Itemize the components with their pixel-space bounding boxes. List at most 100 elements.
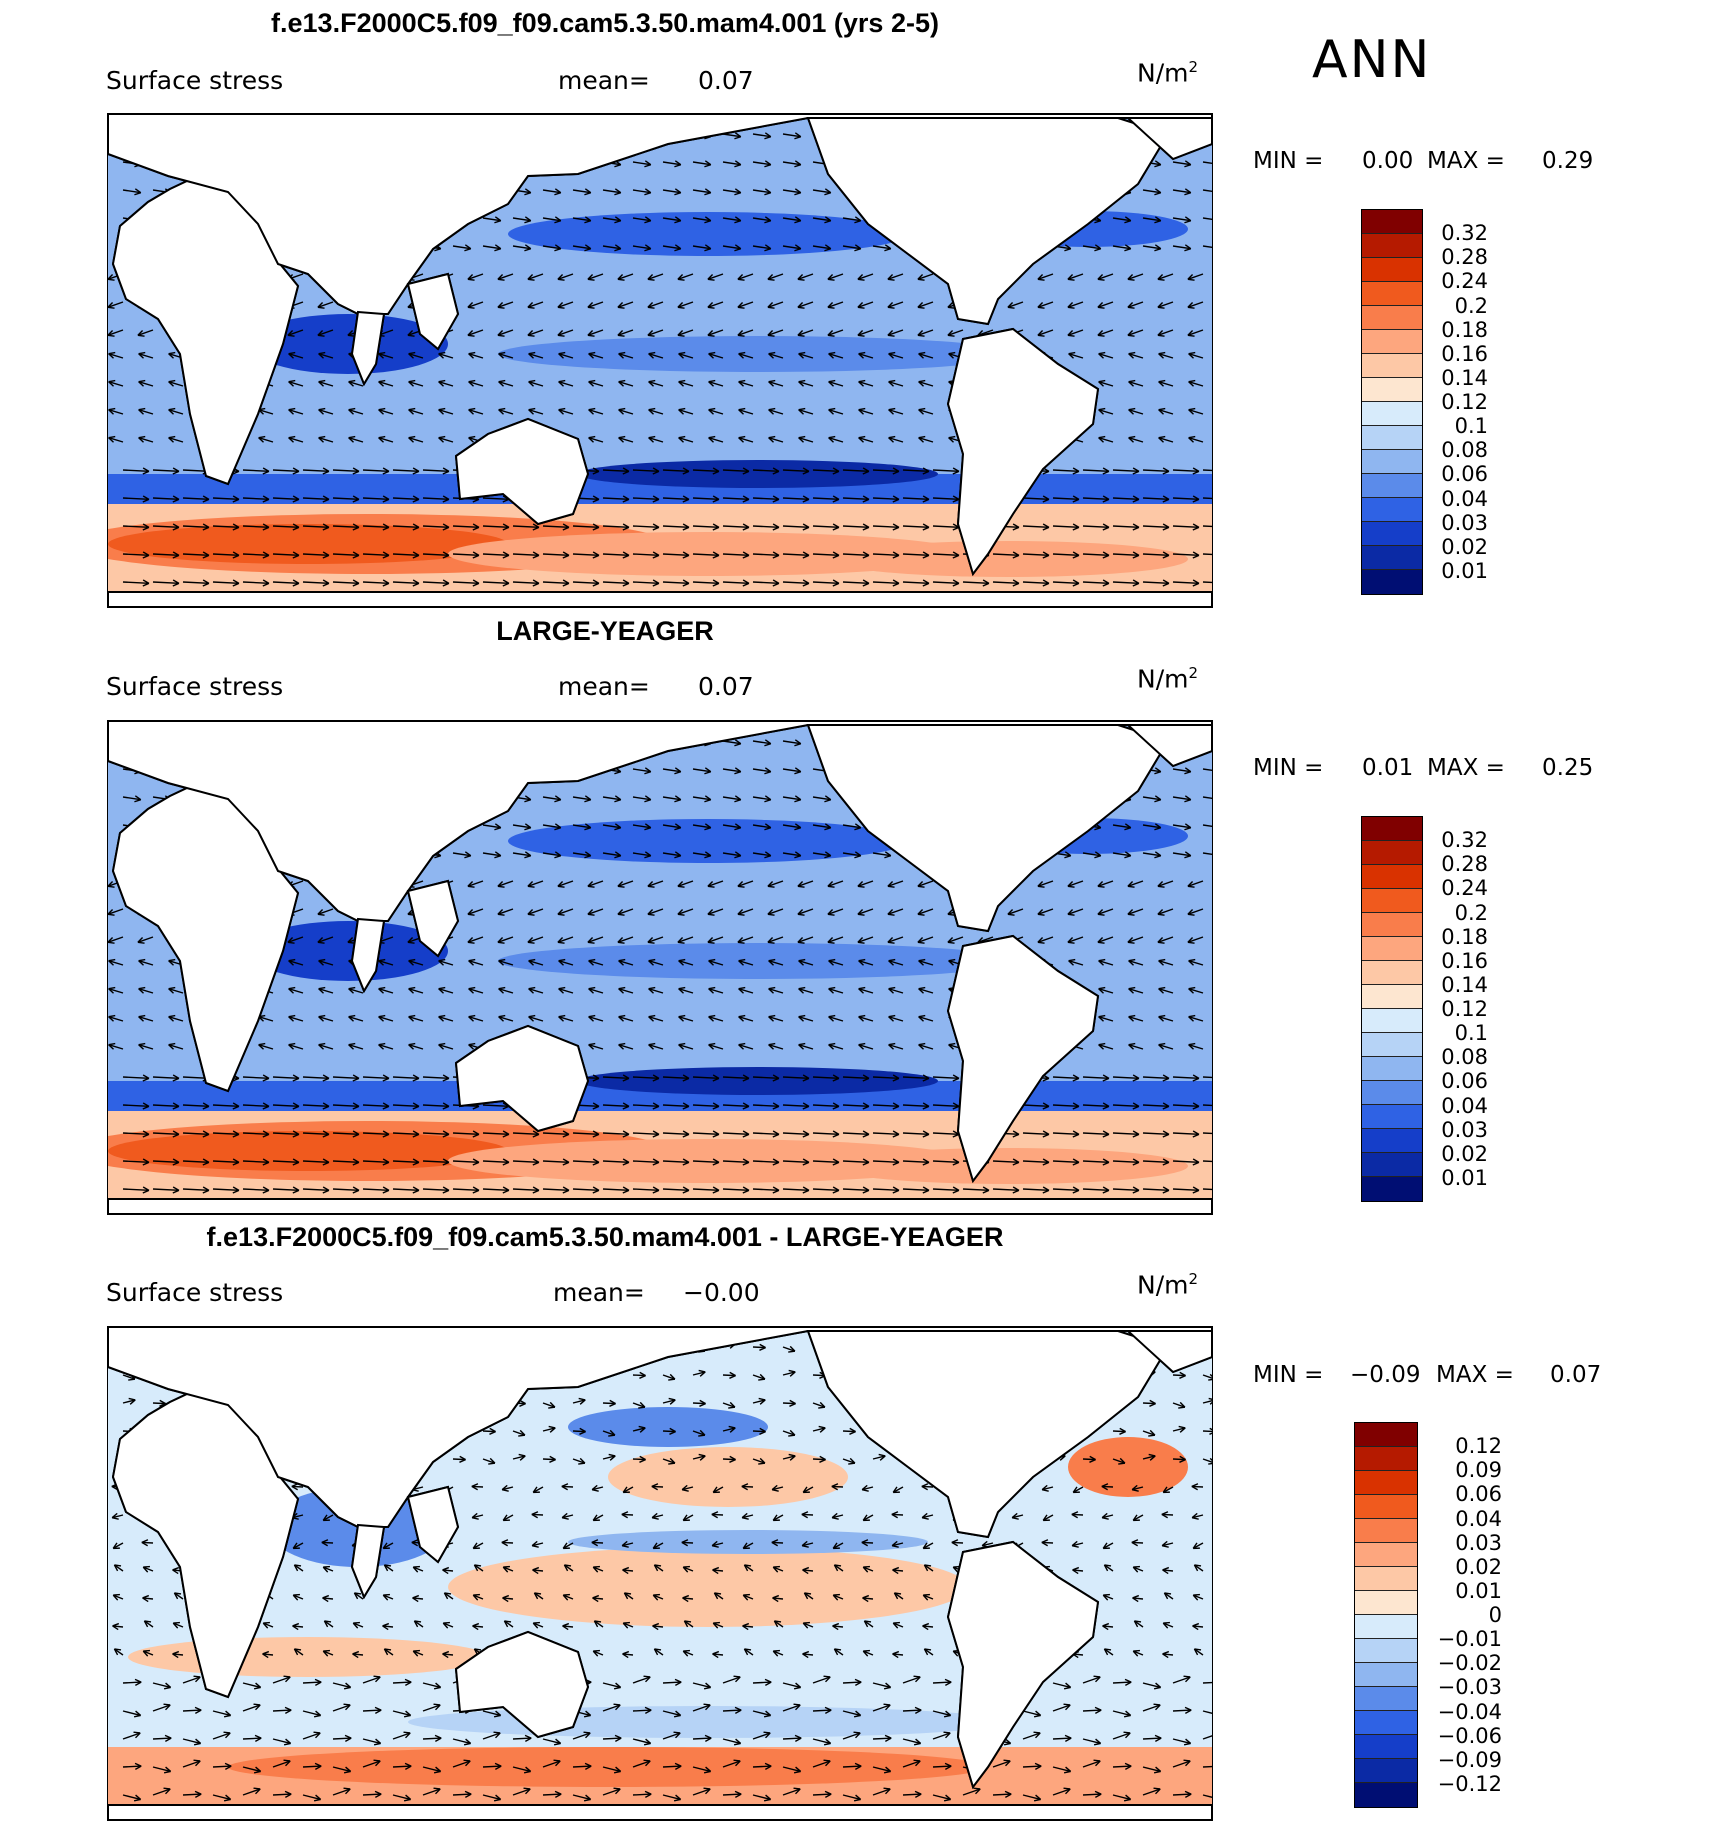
colorbar-tick-label: 0.03 [1455,1533,1502,1554]
colorbar-box [1362,546,1422,570]
panel-1-colorbar [1361,209,1423,595]
colorbar-tick-label: 0.2 [1455,903,1488,924]
colorbar-tick-label: 0.09 [1455,1460,1502,1481]
colorbar-box [1362,354,1422,378]
colorbar-box [1362,522,1422,546]
colorbar-tick-label: 0.01 [1441,1168,1488,1189]
colorbar-box [1362,282,1422,306]
panel-3-units: N/m2 [1137,1270,1198,1299]
colorbar-tick-label: 0.02 [1441,537,1488,558]
panel-1-min-label: MIN = [1253,148,1323,174]
colorbar-box [1362,210,1422,234]
colorbar-tick-label: 0.06 [1441,1071,1488,1092]
colorbar-box [1355,1615,1417,1639]
colorbar-box [1362,1153,1422,1177]
colorbar-tick-label: 0.14 [1441,368,1488,389]
colorbar-box [1355,1447,1417,1471]
panel-3-mean-label: mean= [553,1278,645,1307]
panel-3-title: f.e13.F2000C5.f09_f09.cam5.3.50.mam4.001… [0,1222,1210,1253]
colorbar-tick-label: 0.04 [1455,1509,1502,1530]
colorbar-tick-label: 0.28 [1441,247,1488,268]
colorbar-tick-label: 0.14 [1441,975,1488,996]
colorbar-box [1355,1471,1417,1495]
colorbar-box [1362,426,1422,450]
colorbar-tick-label: 0.12 [1455,1436,1502,1457]
panel-3-min-value: −0.09 [1350,1362,1420,1388]
colorbar-tick-label: 0.12 [1441,999,1488,1020]
colorbar-tick-label: 0.08 [1441,1047,1488,1068]
colorbar-box [1362,817,1422,841]
panel-2-min-value: 0.01 [1362,755,1413,781]
panel-1-variable-label: Surface stress [106,66,283,95]
colorbar-tick-label: 0.18 [1441,927,1488,948]
panel-2-mean-label: mean= [558,672,650,701]
panel-1-min-value: 0.00 [1362,148,1413,174]
colorbar-box [1362,234,1422,258]
colorbar-tick-label: 0.32 [1441,830,1488,851]
colorbar-tick-label: 0.1 [1455,1023,1488,1044]
panel-2-mean-value: 0.07 [698,672,754,701]
panel-2-variable-label: Surface stress [106,672,283,701]
colorbar-box [1362,258,1422,282]
panel-1-max-label: MAX = [1427,148,1505,174]
colorbar-box [1362,402,1422,426]
panel-3-colorbar [1354,1422,1418,1808]
panel-1-mean-label: mean= [558,66,650,95]
colorbar-tick-label: 0.02 [1441,1144,1488,1165]
colorbar-tick-label: 0.28 [1441,854,1488,875]
colorbar-box [1362,961,1422,985]
panel-2-title: LARGE-YEAGER [0,616,1210,647]
colorbar-tick-label: 0.1 [1455,416,1488,437]
colorbar-box [1362,474,1422,498]
colorbar-tick-label: −0.01 [1438,1629,1502,1650]
colorbar-tick-label: −0.02 [1438,1653,1502,1674]
colorbar-box [1355,1495,1417,1519]
colorbar-box [1362,1033,1422,1057]
panel-2-min-label: MIN = [1253,755,1323,781]
colorbar-box [1362,1081,1422,1105]
colorbar-tick-label: 0.06 [1455,1484,1502,1505]
season-label: ANN [1312,30,1431,90]
colorbar-box [1355,1543,1417,1567]
colorbar-tick-label: −0.09 [1438,1750,1502,1771]
colorbar-box [1355,1639,1417,1663]
colorbar-box [1362,1009,1422,1033]
colorbar-box [1362,570,1422,594]
colorbar-tick-label: 0.32 [1441,223,1488,244]
colorbar-box [1362,889,1422,913]
colorbar-tick-label: 0.03 [1441,1120,1488,1141]
panel-1-max-value: 0.29 [1542,148,1593,174]
colorbar-tick-label: 0.16 [1441,344,1488,365]
colorbar-tick-label: 0.03 [1441,513,1488,534]
colorbar-tick-label: 0.24 [1441,271,1488,292]
colorbar-tick-label: 0.01 [1455,1581,1502,1602]
colorbar-tick-label: 0.08 [1441,440,1488,461]
colorbar-box [1362,1057,1422,1081]
colorbar-box [1362,865,1422,889]
panel-3-mean-value: −0.00 [683,1278,760,1307]
colorbar-box [1362,985,1422,1009]
panel-3-max-value: 0.07 [1550,1362,1601,1388]
panel-2-map [107,720,1213,1215]
colorbar-tick-label: 0.2 [1455,296,1488,317]
colorbar-box [1362,306,1422,330]
colorbar-tick-label: 0.16 [1441,951,1488,972]
colorbar-box [1362,330,1422,354]
colorbar-box [1355,1687,1417,1711]
panel-2-max-value: 0.25 [1542,755,1593,781]
panel-3-map [107,1326,1213,1821]
colorbar-tick-label: −0.04 [1438,1702,1502,1723]
colorbar-box [1355,1567,1417,1591]
panel-2-max-label: MAX = [1427,755,1505,781]
panel-3-min-label: MIN = [1253,1362,1323,1388]
colorbar-tick-label: 0.04 [1441,489,1488,510]
colorbar-tick-label: −0.12 [1438,1774,1502,1795]
colorbar-box [1362,1105,1422,1129]
panel-1-units: N/m2 [1137,58,1198,87]
colorbar-tick-label: −0.06 [1438,1726,1502,1747]
colorbar-tick-label: 0.06 [1441,464,1488,485]
colorbar-box [1362,450,1422,474]
panel-3-max-label: MAX = [1436,1362,1514,1388]
